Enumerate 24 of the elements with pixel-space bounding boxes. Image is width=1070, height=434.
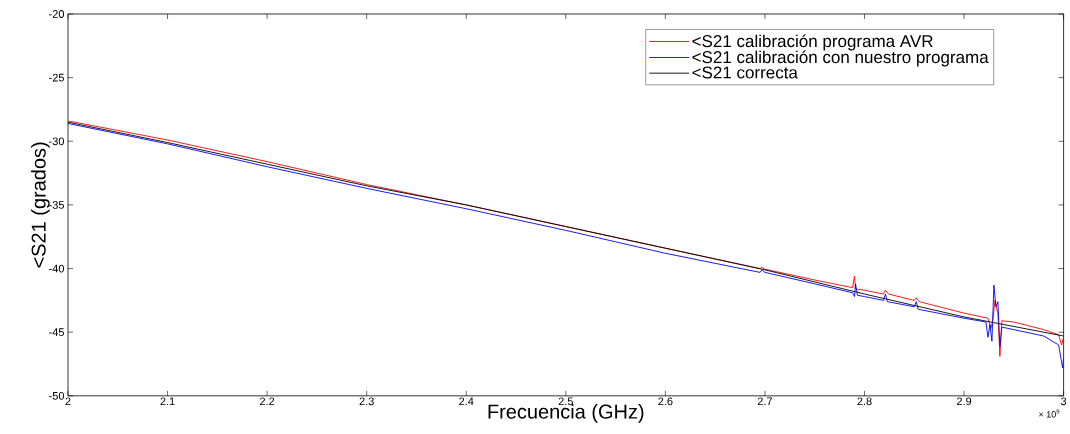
- y-tick-label: -50: [49, 392, 65, 400]
- x-tick-label: 2.9: [956, 397, 972, 406]
- x-tick-label: 3: [1060, 397, 1067, 406]
- x-tick-label: 2.7: [757, 397, 773, 406]
- text: × 10$^{9}$: [1039, 409, 1060, 418]
- y-axis-title: <S21 (grados): [31, 142, 50, 268]
- x-tick-label: 2.8: [857, 397, 872, 406]
- x-tick-label: 2.3: [359, 397, 374, 406]
- legend-label: <S21 correcta: [692, 66, 798, 79]
- y-tick-label: -30: [49, 137, 65, 146]
- y-tick-label: -20: [49, 10, 65, 18]
- y-tick-label: -45: [49, 328, 64, 337]
- x-tick-label: 2.2: [260, 397, 275, 406]
- x-axis-title: Frecuencia (GHz): [488, 404, 644, 423]
- legend-label: <S21 calibración con nuestro programa: [692, 50, 989, 67]
- x-tick-label: 2.5: [558, 397, 573, 406]
- x-tick-label: 2.4: [459, 397, 474, 406]
- y-tick-label: -25: [49, 73, 64, 82]
- y-tick-label: -35: [49, 201, 64, 209]
- x-tick-label: 2.6: [658, 397, 673, 406]
- x-tick-label: 2: [65, 397, 71, 406]
- y-tick-label: -40: [49, 264, 65, 273]
- legend-label: <S21 calibración programa AVR: [692, 34, 933, 51]
- x-tick-label: 2.1: [160, 397, 175, 406]
